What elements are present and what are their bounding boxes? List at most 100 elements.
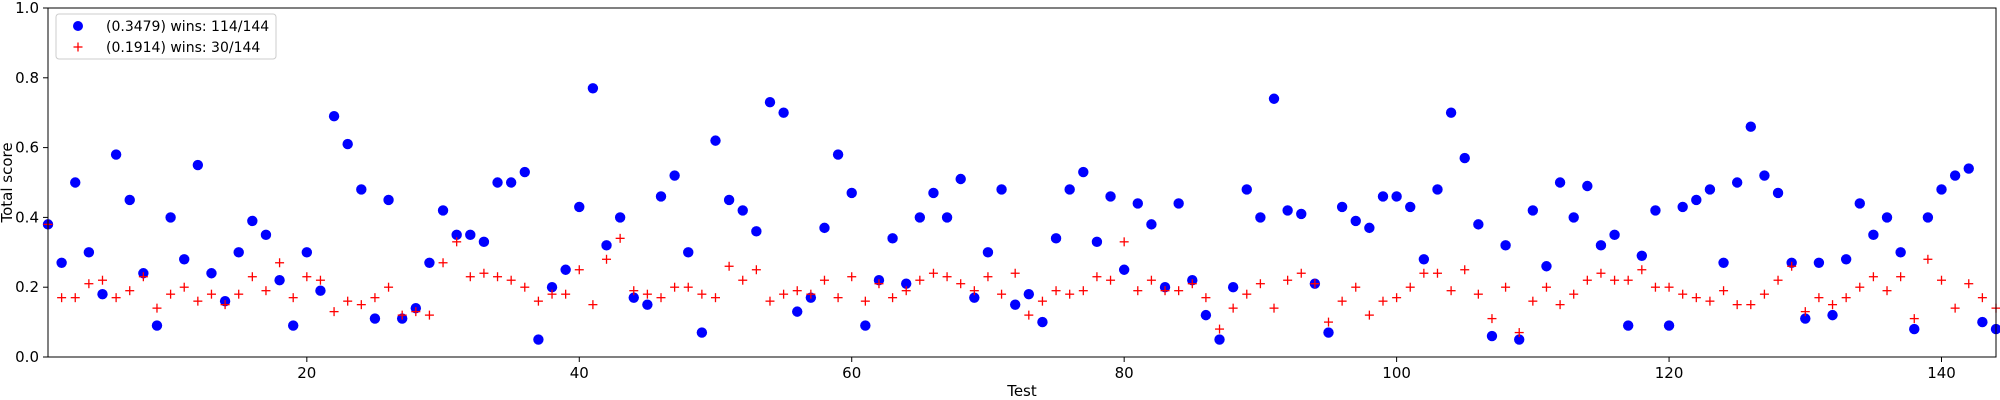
data-point-series-1 (1636, 250, 1648, 261)
legend-marker-circle (73, 21, 83, 31)
data-point-series-2 (642, 289, 652, 299)
data-point-series-2 (1432, 268, 1442, 278)
data-point-series-1 (1282, 205, 1293, 216)
data-point-series-1 (546, 282, 558, 293)
y-tick-label: 0.0 (15, 348, 39, 366)
data-point-series-1 (492, 177, 503, 188)
data-point-series-1 (328, 110, 340, 122)
x-tick-label: 80 (1115, 364, 1134, 382)
data-point-series-2 (533, 296, 543, 306)
data-point-series-1 (179, 254, 190, 265)
data-point-series-1 (1936, 184, 1947, 195)
data-point-series-1 (1459, 152, 1470, 164)
data-point-series-2 (411, 307, 421, 317)
data-point-series-1 (1813, 257, 1825, 268)
data-point-series-1 (70, 177, 81, 188)
data-point-series-2 (1909, 314, 1919, 324)
data-point-series-2 (697, 289, 707, 299)
data-point-series-1 (1622, 320, 1634, 331)
data-point-series-1 (1663, 320, 1675, 331)
data-point-series-2 (1882, 286, 1892, 296)
data-point-series-1 (1868, 229, 1879, 241)
data-point-series-2 (193, 296, 203, 306)
data-point-series-1 (301, 247, 313, 258)
data-point-series-2 (397, 310, 407, 320)
data-point-series-2 (1024, 310, 1034, 320)
x-tick-label: 60 (842, 364, 861, 382)
data-point-series-2 (1705, 296, 1715, 306)
data-point-series-2 (1037, 296, 1047, 306)
data-point-series-2 (792, 286, 802, 296)
data-point-series-1 (1691, 194, 1702, 206)
data-point-series-1 (356, 184, 367, 195)
data-point-series-2 (479, 268, 489, 278)
data-point-series-1 (764, 97, 776, 108)
data-point-series-2 (1296, 268, 1306, 278)
data-point-series-1 (683, 247, 694, 258)
data-point-series-1 (1078, 166, 1089, 178)
data-point-series-2 (847, 272, 857, 282)
data-point-series-1 (1718, 257, 1729, 268)
data-point-series-2 (1937, 275, 1947, 285)
data-point-series-1 (1568, 212, 1579, 223)
data-point-series-1 (315, 285, 326, 296)
data-point-series-2 (452, 237, 462, 247)
data-point-series-2 (1119, 237, 1129, 247)
data-point-series-2 (956, 279, 966, 289)
data-point-series-1 (969, 292, 980, 303)
data-point-series-2 (1637, 265, 1647, 275)
data-point-series-2 (833, 293, 843, 303)
data-point-series-2 (1228, 303, 1238, 313)
data-point-series-2 (1010, 268, 1020, 278)
data-point-series-1 (1296, 208, 1307, 220)
data-point-series-1 (124, 194, 135, 206)
data-point-series-1 (478, 236, 490, 248)
data-point-series-1 (1214, 334, 1225, 345)
data-point-series-1 (1241, 184, 1252, 195)
data-point-series-2 (819, 275, 829, 285)
data-point-series-2 (1664, 282, 1674, 292)
data-point-series-1 (574, 201, 585, 213)
data-point-series-1 (914, 212, 926, 223)
y-axis-label: Total score (0, 142, 16, 223)
data-point-series-1 (165, 212, 176, 223)
x-axis-ticks: 20 40 60 80 100 120 140 (297, 357, 1956, 382)
data-point-series-2 (983, 272, 993, 282)
data-point-series-1 (1255, 212, 1266, 223)
data-point-series-2 (1201, 293, 1211, 303)
legend-label-series-2: (0.1914) wins: 30/144 (106, 40, 260, 56)
data-point-series-1 (1050, 233, 1062, 244)
data-point-series-2 (1174, 286, 1184, 296)
data-point-series-1 (505, 177, 517, 188)
data-point-series-2 (1269, 303, 1279, 313)
data-point-series-2 (1392, 293, 1402, 303)
data-point-series-2 (1051, 286, 1061, 296)
data-point-series-1 (288, 320, 299, 331)
data-point-series-2 (288, 293, 298, 303)
data-point-series-2 (1473, 289, 1483, 299)
data-point-series-2 (315, 275, 325, 285)
data-point-series-2 (710, 293, 720, 303)
data-point-series-2 (1868, 272, 1878, 282)
data-point-series-1 (1105, 191, 1116, 202)
data-point-series-2 (275, 258, 285, 268)
data-point-series-2 (152, 303, 162, 313)
y-tick-label: 1.0 (15, 0, 39, 17)
data-point-series-1 (846, 187, 857, 199)
data-point-series-2 (1092, 272, 1102, 282)
data-point-series-2 (1650, 282, 1660, 292)
data-point-series-1 (928, 187, 939, 199)
data-point-series-1 (723, 194, 735, 206)
data-point-series-1 (587, 83, 599, 94)
data-point-series-1 (901, 278, 912, 289)
data-point-series-2 (57, 293, 67, 303)
data-point-series-1 (1909, 323, 1920, 335)
data-point-series-1 (1268, 93, 1280, 104)
data-point-series-1 (1418, 254, 1430, 265)
data-point-series-2 (1310, 279, 1320, 289)
data-point-series-2 (234, 289, 244, 299)
data-point-series-1 (1391, 191, 1402, 202)
series-blue-points (42, 83, 2000, 345)
data-point-series-2 (84, 279, 94, 289)
